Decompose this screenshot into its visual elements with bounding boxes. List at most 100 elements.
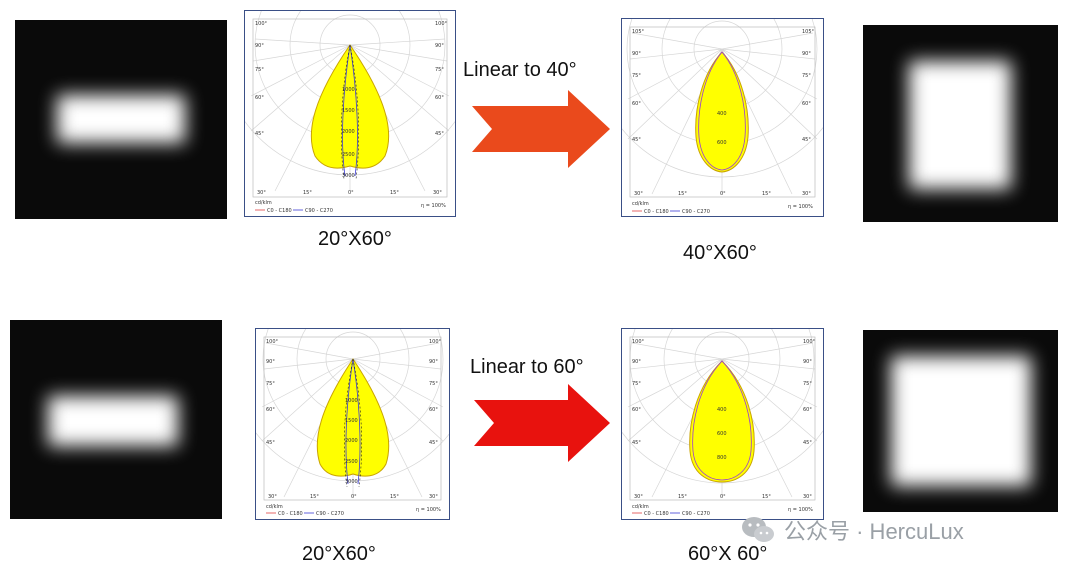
svg-text:75°: 75° (802, 73, 811, 79)
ring-label: 3000 (345, 479, 358, 485)
svg-text:30°: 30° (433, 190, 442, 196)
svg-text:15°: 15° (762, 494, 771, 500)
caption-target-2: 60°X 60° (688, 543, 768, 565)
svg-text:0°: 0° (720, 494, 726, 500)
svg-text:90°: 90° (632, 359, 641, 365)
beam-pattern-target-1 (863, 25, 1058, 222)
svg-text:75°: 75° (435, 67, 444, 73)
svg-text:C0 - C180: C0 - C180 (644, 209, 669, 215)
svg-text:100°: 100° (803, 339, 816, 345)
ring-label: 2500 (345, 459, 358, 465)
svg-text:60°: 60° (632, 101, 641, 107)
svg-text:100°: 100° (435, 21, 448, 27)
ring-label: 1000 (342, 87, 355, 93)
svg-text:90°: 90° (632, 51, 641, 57)
ring-label: 600 (717, 140, 727, 146)
svg-text:75°: 75° (632, 381, 641, 387)
svg-text:60°: 60° (255, 95, 264, 101)
svg-text:C0 - C180: C0 - C180 (278, 511, 303, 517)
svg-text:cd/klm: cd/klm (632, 504, 649, 510)
svg-text:45°: 45° (802, 137, 811, 143)
svg-text:45°: 45° (632, 440, 641, 446)
svg-text:45°: 45° (266, 440, 275, 446)
svg-text:60°: 60° (803, 407, 812, 413)
svg-text:100°: 100° (632, 339, 645, 345)
polar-chart-target-2: 400 600 800 100° 100° 90° 90° 75° 75° 60° 60… (621, 328, 824, 520)
watermark: 公众号 · HercuLux (740, 514, 964, 546)
svg-text:60°: 60° (266, 407, 275, 413)
svg-text:100°: 100° (429, 339, 442, 345)
ring-label: 1500 (345, 418, 358, 424)
beam-pattern-target-2 (863, 330, 1058, 512)
caption-target-1: 40°X60° (683, 242, 757, 264)
svg-text:100°: 100° (255, 21, 268, 27)
svg-text:90°: 90° (435, 43, 444, 49)
ring-label: 400 (717, 111, 727, 117)
svg-text:30°: 30° (268, 494, 277, 500)
svg-text:cd/klm: cd/klm (255, 200, 272, 206)
svg-text:η = 100%: η = 100% (788, 507, 813, 513)
ring-label: 600 (717, 431, 727, 437)
svg-text:75°: 75° (255, 67, 264, 73)
svg-text:15°: 15° (390, 190, 399, 196)
arrow-right-icon (474, 384, 610, 462)
ring-label: 1000 (345, 398, 358, 404)
svg-text:100°: 100° (266, 339, 279, 345)
svg-text:η = 100%: η = 100% (416, 507, 441, 513)
arrow-label-2: Linear to 60° (470, 356, 584, 378)
caption-source-2: 20°X60° (302, 543, 376, 565)
beam-pattern-source-2 (10, 320, 222, 519)
svg-text:30°: 30° (257, 190, 266, 196)
svg-text:15°: 15° (310, 494, 319, 500)
svg-text:30°: 30° (802, 191, 811, 197)
watermark-text: 公众号 · HercuLux (784, 519, 964, 544)
wechat-icon (742, 517, 774, 542)
svg-text:75°: 75° (266, 381, 275, 387)
ring-label: 2500 (342, 152, 355, 158)
ring-label: 2000 (342, 129, 355, 135)
svg-text:105°: 105° (632, 29, 645, 35)
svg-text:45°: 45° (429, 440, 438, 446)
svg-text:15°: 15° (303, 190, 312, 196)
svg-text:15°: 15° (390, 494, 399, 500)
svg-text:0°: 0° (348, 190, 354, 196)
svg-text:90°: 90° (803, 359, 812, 365)
svg-text:C0 - C180: C0 - C180 (267, 208, 292, 214)
svg-text:45°: 45° (632, 137, 641, 143)
svg-text:60°: 60° (429, 407, 438, 413)
svg-text:75°: 75° (429, 381, 438, 387)
arrow-right-icon (472, 90, 610, 168)
svg-text:60°: 60° (435, 95, 444, 101)
ring-label: 2000 (345, 438, 358, 444)
svg-text:30°: 30° (634, 494, 643, 500)
svg-text:cd/klm: cd/klm (266, 504, 283, 510)
polar-chart-target-1: 400 600 105° 105° 90° 90° 75° 75° 60° 60° 45… (621, 18, 824, 217)
svg-text:C90 - C270: C90 - C270 (682, 209, 710, 215)
svg-text:C90 - C270: C90 - C270 (305, 208, 333, 214)
polar-chart-source-2: 1000 1500 2000 2500 3000 100° 100° 90° 90°… (255, 328, 450, 520)
svg-text:45°: 45° (435, 131, 444, 137)
svg-text:C90 - C270: C90 - C270 (316, 511, 344, 517)
ring-label: 400 (717, 407, 727, 413)
svg-text:90°: 90° (802, 51, 811, 57)
svg-text:15°: 15° (678, 494, 687, 500)
svg-text:90°: 90° (255, 43, 264, 49)
svg-text:60°: 60° (802, 101, 811, 107)
ring-label: 3000 (342, 173, 355, 179)
svg-text:15°: 15° (762, 191, 771, 197)
ring-label: 1500 (342, 108, 355, 114)
svg-text:C90 - C270: C90 - C270 (682, 511, 710, 517)
svg-text:0°: 0° (351, 494, 357, 500)
svg-text:15°: 15° (678, 191, 687, 197)
svg-text:75°: 75° (632, 73, 641, 79)
caption-source-1: 20°X60° (318, 228, 392, 250)
polar-chart-source-1: 1000 1500 2000 2500 3000 100° 100° 90° 90°… (244, 10, 456, 217)
svg-text:45°: 45° (803, 440, 812, 446)
svg-text:η = 100%: η = 100% (421, 203, 446, 209)
svg-text:cd/klm: cd/klm (632, 201, 649, 207)
svg-text:90°: 90° (429, 359, 438, 365)
beam-pattern-source-1 (15, 20, 227, 219)
svg-text:30°: 30° (429, 494, 438, 500)
svg-text:60°: 60° (632, 407, 641, 413)
svg-text:45°: 45° (255, 131, 264, 137)
